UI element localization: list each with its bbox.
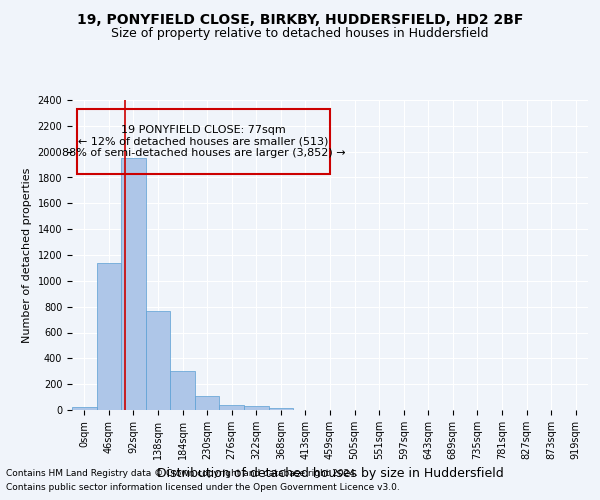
Text: Contains public sector information licensed under the Open Government Licence v3: Contains public sector information licen…	[6, 484, 400, 492]
Bar	[195, 396, 220, 410]
Bar	[220, 405, 244, 410]
Bar	[170, 371, 195, 410]
X-axis label: Distribution of detached houses by size in Huddersfield: Distribution of detached houses by size …	[157, 468, 503, 480]
Bar	[244, 406, 269, 410]
Text: 19, PONYFIELD CLOSE, BIRKBY, HUDDERSFIELD, HD2 2BF: 19, PONYFIELD CLOSE, BIRKBY, HUDDERSFIEL…	[77, 12, 523, 26]
Bar	[121, 158, 146, 410]
Text: Size of property relative to detached houses in Huddersfield: Size of property relative to detached ho…	[111, 28, 489, 40]
Bar	[269, 408, 293, 410]
Y-axis label: Number of detached properties: Number of detached properties	[22, 168, 32, 342]
Bar	[146, 310, 170, 410]
Bar	[72, 407, 97, 410]
Bar	[97, 264, 121, 410]
Text: Contains HM Land Registry data © Crown copyright and database right 2024.: Contains HM Land Registry data © Crown c…	[6, 468, 358, 477]
Text: 19 PONYFIELD CLOSE: 77sqm
← 12% of detached houses are smaller (513)
88% of semi: 19 PONYFIELD CLOSE: 77sqm ← 12% of detac…	[62, 125, 346, 158]
